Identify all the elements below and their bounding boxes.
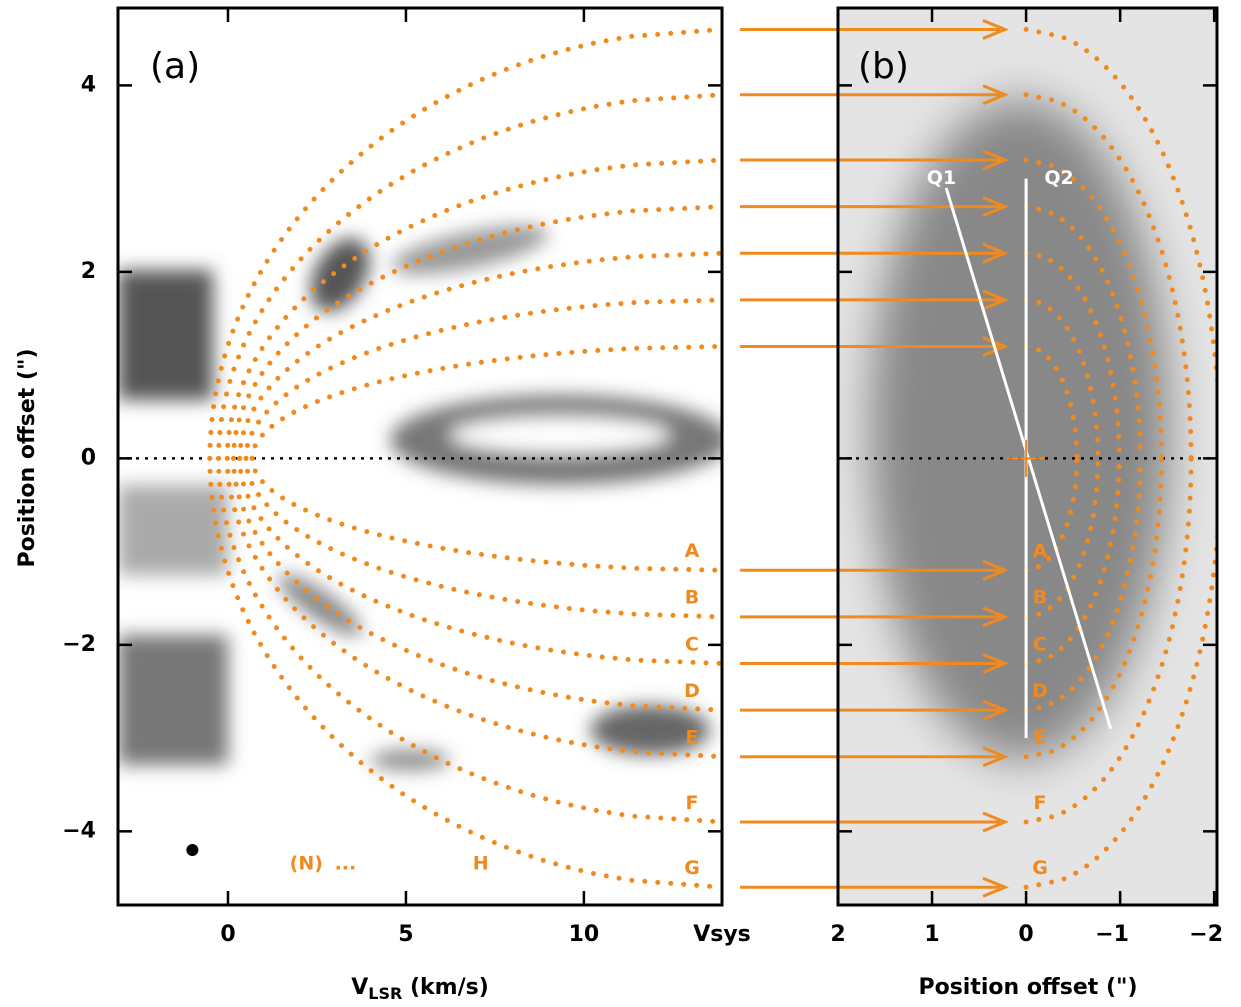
y-tick-label: 2 [81,259,96,284]
model-curve [1023,92,1194,461]
panel-label: (b) [858,46,909,87]
curve-label: C [685,633,699,655]
model-curve [1023,250,1122,461]
x-tick-label: 2 [830,922,845,947]
y-tick-label: −2 [62,632,96,657]
curve-label: D [1032,680,1048,702]
model-curve [243,297,722,461]
model-curve [1023,157,1164,461]
model-curve [249,344,722,461]
frame-a [116,6,724,907]
x-tick-label: 0 [1018,922,1033,947]
arrow-head [982,699,1009,721]
y-axis-label: Position offset (") [15,348,40,567]
x-label-main: V [351,975,368,1000]
frame-b [836,6,1219,907]
curve-label: C [1033,633,1047,655]
arrow-head [982,746,1009,768]
model-curve [1023,455,1101,620]
annotation: H [473,852,489,874]
annotation: (N) [290,852,323,874]
arrow-head [982,653,1009,674]
x-tick-label: 1 [924,922,939,947]
slit-label: Q1 [927,167,956,189]
model-curve [1023,455,1122,666]
model-curve [1023,455,1164,760]
model-curve [1023,204,1143,461]
arrow-head [982,242,1009,264]
curve-label: E [1034,727,1047,749]
arrow-head [982,19,1009,40]
model-curve [243,455,722,620]
model-curve [237,455,722,666]
x-tick-label: 0 [220,922,235,947]
x-axis-label: VLSR (km/s) [351,975,489,1003]
x-label-rest: (km/s) [402,975,488,1000]
slit-label: Q2 [1044,167,1073,189]
model-curve [216,455,722,825]
arrow-head [982,289,1009,311]
curves-a [118,26,722,890]
curves-b [838,26,1217,890]
model-curve [224,157,722,461]
arrow-head [982,336,1009,357]
arrow-head [982,876,1009,898]
curve-label: G [1032,857,1048,879]
curve-label: E [686,727,699,749]
arrow-head [982,559,1009,581]
x-tick-label: Vsys [693,922,751,947]
model-curve [224,455,722,760]
model-curve [1023,455,1143,713]
model-curve [1023,344,1080,461]
arrow-head [982,149,1009,171]
beam [186,843,199,856]
y-tick-label: 0 [81,445,96,470]
x-tick-label: 5 [398,922,413,947]
curve-label: A [685,540,700,562]
model-curve [1023,455,1194,825]
curve-label: A [1033,540,1048,562]
y-tick-label: 4 [81,72,96,97]
curve-label: D [684,680,700,702]
arrow-head [982,811,1009,833]
x-axis-label: Position offset (") [918,975,1137,1000]
pv-image [118,225,722,770]
y-tick-label: −4 [62,818,96,843]
x-tick-label: −1 [1095,922,1129,947]
arrow-head [982,196,1009,217]
arrow-head [982,84,1009,106]
curve-label: G [684,857,700,879]
curve-label: F [1034,792,1047,814]
curve-label: F [686,792,699,814]
curve-label: B [1033,587,1047,609]
arrow-head [982,606,1009,628]
x-tick-label: 10 [569,922,600,947]
annotation: ... [335,852,357,874]
panel-label: (a) [150,46,200,87]
center-cross [1007,439,1045,478]
model-curve [1023,297,1101,461]
x-label-sub: LSR [368,984,402,1003]
model-curve [1023,455,1080,573]
curve-label: B [685,587,699,609]
x-tick-label: −2 [1189,922,1223,947]
